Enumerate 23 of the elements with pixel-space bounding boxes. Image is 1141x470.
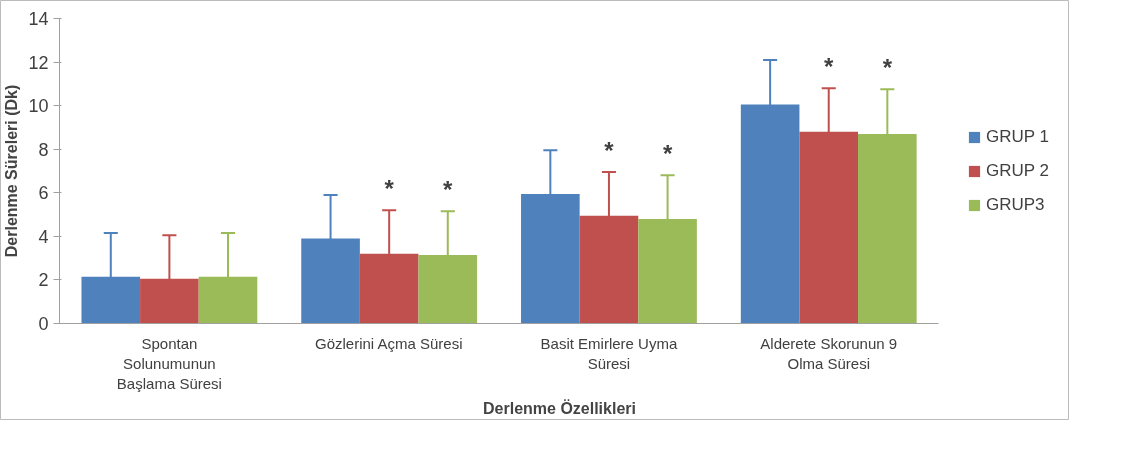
y-tick-label: 10 [28,96,49,117]
annotation: * [443,176,454,204]
annotation: * [824,53,835,81]
y-tick-label: 12 [28,52,49,73]
x-tick-label: Spontan Solunumunun Başlama Süresi [116,334,222,393]
y-axis-title: Derlenme Süreleri (Dk) [3,84,21,258]
annotation: * [604,137,615,165]
y-tick-label: 8 [38,139,49,160]
y-tick-label: 2 [38,270,49,291]
x-tick-label: Basit Emirlere Uyma Süresi [540,334,678,372]
y-tick-label: 4 [38,226,49,247]
legend-label: GRUP 1 [986,126,1049,147]
legend-label: GRUP3 [986,194,1045,215]
legend-label: GRUP 2 [986,160,1049,181]
y-tick-label: 6 [38,183,49,204]
annotation: * [662,140,673,168]
annotation: * [384,175,395,203]
x-axis-title: Derlenme Özellikleri [483,399,636,418]
annotation: * [882,54,893,82]
x-tick-label: Alderete Skorunun 9 Olma Süresi [760,334,898,372]
x-tick-label: Gözlerini Açma Süresi [314,334,463,352]
y-tick-label: 14 [28,9,49,29]
y-tick-label: 0 [38,314,49,334]
